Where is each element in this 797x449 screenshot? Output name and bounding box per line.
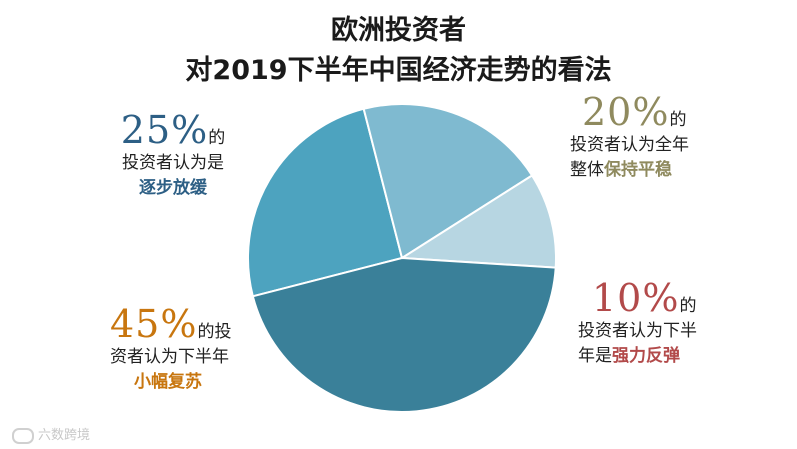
text-stable-prefix: 整体 xyxy=(570,160,604,180)
text-rebound-prefix: 年是 xyxy=(578,346,612,366)
annotation-rebound: 10%的 投资者认为下半 年是强力反弹 xyxy=(578,279,697,369)
chart-subtitle: 对2019下半年中国经济走势的看法 xyxy=(185,55,612,86)
pct-recovery: 45% xyxy=(110,302,198,346)
pie-slice-3 xyxy=(398,174,557,269)
chart-title: 欧洲投资者 xyxy=(331,15,466,46)
pct-stable: 20% xyxy=(582,90,670,134)
keyword-slow: 逐步放缓 xyxy=(139,178,207,198)
pct-rebound: 10% xyxy=(592,276,680,320)
text-rebound-line2: 投资者认为下半 xyxy=(578,321,697,341)
text-recovery-line2: 资者认为下半年 xyxy=(110,347,229,367)
keyword-recovery: 小幅复苏 xyxy=(134,372,202,392)
pie-slice-2 xyxy=(362,103,534,260)
pct-suffix-rebound: 的 xyxy=(679,296,697,316)
watermark-logo-icon xyxy=(12,427,34,444)
pie-slice-1 xyxy=(247,107,404,298)
keyword-rebound: 强力反弹 xyxy=(612,346,680,366)
keyword-stable: 保持平稳 xyxy=(604,160,672,180)
annotation-slow: 25%的 投资者认为是 逐步放缓 xyxy=(108,111,238,201)
pct-suffix-recovery: 的投 xyxy=(197,322,232,342)
annotation-stable: 20%的 投资者认为全年 整体保持平稳 xyxy=(570,93,689,183)
pie-slice-4 xyxy=(251,256,557,413)
watermark: 六数跨境 xyxy=(12,424,90,444)
pct-suffix-slow: 的 xyxy=(208,128,226,148)
pct-slow: 25% xyxy=(120,108,209,152)
text-slow-line2: 投资者认为是 xyxy=(122,153,224,173)
annotation-recovery: 45%的投 资者认为下半年 小幅复苏 xyxy=(110,305,232,395)
text-stable-line2: 投资者认为全年 xyxy=(570,135,689,155)
pct-suffix-stable: 的 xyxy=(669,110,687,130)
watermark-text: 六数跨境 xyxy=(38,428,91,443)
